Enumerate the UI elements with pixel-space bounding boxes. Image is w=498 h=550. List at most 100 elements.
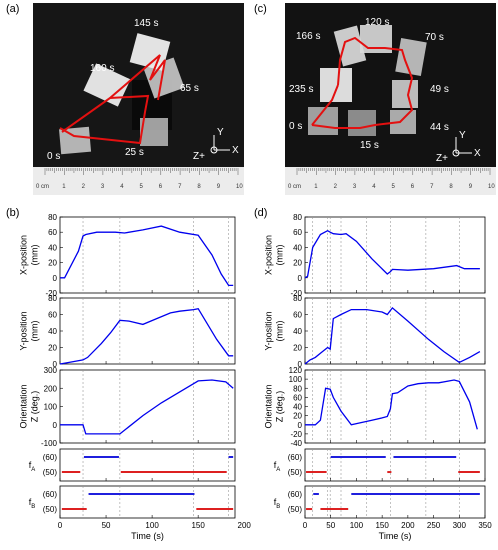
ruler-number: 9: [469, 184, 473, 190]
ruler-number: 3: [353, 184, 357, 190]
ruler-number: 2: [334, 184, 338, 190]
time-label-70: 70 s: [425, 32, 444, 43]
time-label-166: 166 s: [296, 31, 320, 42]
y-axis-label: OrientationZ (deg.): [19, 384, 40, 428]
y-tick-label: 40: [293, 327, 302, 336]
x-axis-label: Time (s): [379, 531, 412, 541]
plot-frame: [59, 448, 236, 482]
y-tick-label: 80: [293, 213, 302, 222]
series-line: [60, 379, 234, 435]
y-axis-label: fB: [274, 497, 281, 510]
ruler-label-c: 0 cm: [288, 184, 301, 190]
photo-c: 0 s 15 s 44 s 49 s 70 s 120 s 166 s 235 …: [285, 3, 496, 195]
plot-frame: [304, 485, 486, 519]
y-tick-label: 60: [293, 311, 302, 320]
time-label-145: 145 s: [134, 18, 158, 29]
axis-glyph-a: [210, 135, 230, 154]
series-line: [304, 306, 481, 365]
y-tick-label: -20: [290, 430, 302, 439]
y-axis-label: X-position(mm): [19, 235, 40, 275]
ruler-number: 4: [120, 184, 124, 190]
axis-glyph-c: [452, 137, 472, 157]
y-tick-label: (60): [43, 453, 58, 462]
y-tick-label: 0: [298, 421, 303, 430]
y-tick-label: 300: [44, 366, 58, 375]
ruler-number: 7: [178, 184, 182, 190]
y-tick-label: 80: [293, 384, 302, 393]
x-tick-label: 200: [238, 521, 252, 530]
y-tick-label: -20: [45, 289, 57, 298]
chart-d_fa: (60) (50) fA: [274, 448, 486, 482]
y-tick-label: 20: [293, 259, 302, 268]
panel-label-b: (b): [6, 207, 20, 219]
y-tick-label: -100: [41, 439, 58, 448]
y-axis-label: Y-position(mm): [19, 311, 40, 350]
y-tick-label: 20: [293, 412, 302, 421]
y-tick-label: 100: [44, 403, 58, 412]
time-label-25: 25 s: [125, 147, 144, 158]
ruler-label-a: 0 cm: [36, 184, 49, 190]
y-tick-label: 60: [293, 393, 302, 402]
ruler-number: 5: [392, 184, 396, 190]
time-label-120: 120 s: [365, 17, 389, 28]
y-axis-label: X-position(mm): [264, 235, 285, 275]
x-tick-label: 200: [401, 521, 415, 530]
time-label-15: 15 s: [360, 140, 379, 151]
plot-frame: [304, 448, 486, 482]
series-line: [60, 225, 234, 287]
ruler-a: [33, 167, 244, 195]
axis-z-label-a: Z+: [193, 151, 205, 162]
x-axis-label: Time (s): [131, 531, 164, 541]
time-label-235: 235 s: [289, 84, 313, 95]
series-line: [305, 379, 478, 430]
axis-x-label-c: X: [474, 148, 481, 159]
x-tick-label: 50: [102, 521, 111, 530]
y-tick-label: 200: [44, 384, 58, 393]
plot-frame: [59, 216, 236, 294]
y-tick-label: 80: [48, 213, 57, 222]
ruler-number: 9: [217, 184, 221, 190]
y-tick-label: 20: [293, 344, 302, 353]
y-tick-label: (50): [288, 468, 303, 477]
ruler-number: 8: [449, 184, 453, 190]
plot-frame: [304, 297, 486, 365]
ruler-number: 10: [488, 184, 495, 190]
y-tick-label: 80: [48, 294, 57, 303]
y-tick-label: 0: [298, 274, 303, 283]
y-tick-label: 20: [48, 344, 57, 353]
y-tick-label: -20: [290, 289, 302, 298]
time-label-0: 0 s: [47, 151, 60, 162]
time-label-160: 160 s: [90, 63, 114, 74]
plot-frame: [59, 485, 236, 519]
chart-b_o: -100 0 100 200 300 OrientationZ (deg.): [19, 366, 236, 448]
y-tick-label: 80: [293, 294, 302, 303]
y-tick-label: 100: [289, 375, 303, 384]
x-tick-label: 50: [326, 521, 335, 530]
plot-frame: [59, 297, 236, 365]
y-tick-label: (50): [288, 505, 303, 514]
y-tick-label: 60: [293, 228, 302, 237]
panel-label-a: (a): [6, 3, 20, 15]
y-tick-label: (60): [288, 490, 303, 499]
ruler-number: 5: [140, 184, 144, 190]
series-line: [304, 229, 480, 279]
x-tick-label: 0: [58, 521, 63, 530]
plot-frame: [304, 369, 486, 444]
y-tick-label: (60): [43, 490, 58, 499]
time-label-49: 49 s: [430, 84, 449, 95]
ruler-c: [285, 167, 496, 195]
y-tick-label: 60: [48, 228, 57, 237]
y-tick-label: (60): [288, 453, 303, 462]
y-axis-label: Y-position(mm): [264, 311, 285, 350]
y-axis-label: OrientationZ (deg.): [264, 384, 285, 428]
y-tick-label: 0: [298, 360, 303, 369]
chart-b_fa: (60) (50) fA: [29, 448, 236, 482]
photo-a: 0 s 25 s 65 s 160 s 145 s Y Z+ X 1 2 3 4 5 6 7…: [33, 3, 244, 195]
ruler-number: 10: [236, 184, 243, 190]
y-tick-label: 0: [53, 360, 58, 369]
y-tick-label: 40: [293, 403, 302, 412]
series-line: [59, 307, 234, 365]
x-tick-label: 150: [375, 521, 389, 530]
